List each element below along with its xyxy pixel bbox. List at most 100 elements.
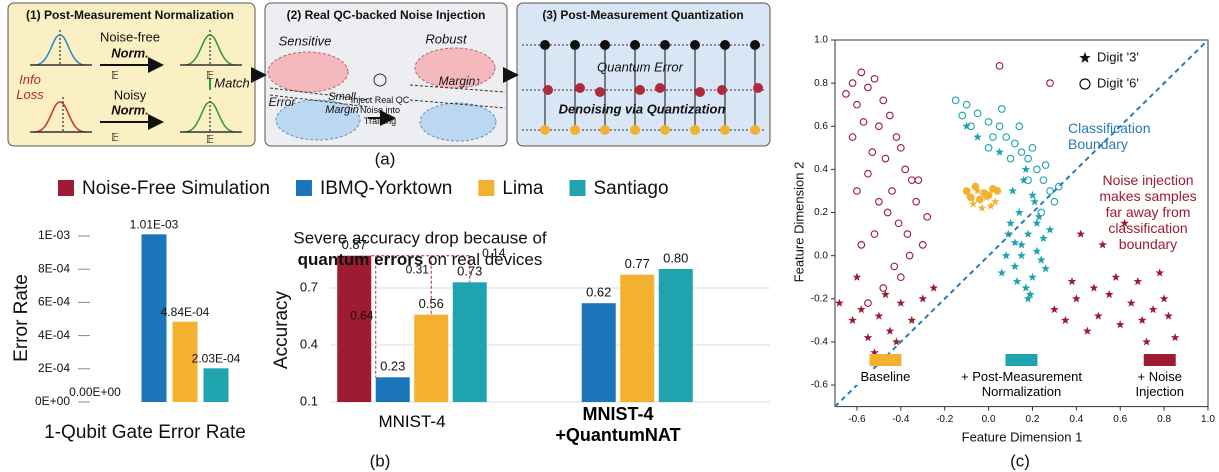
point-circle — [871, 76, 878, 83]
point-star — [1083, 327, 1092, 335]
point-star — [1006, 219, 1015, 227]
y-tick-label: 0E+00 — [35, 394, 70, 408]
point-circle — [1025, 155, 1032, 162]
bar — [337, 256, 371, 402]
point-circle — [884, 209, 891, 216]
point-circle — [876, 198, 883, 205]
point-circle — [990, 134, 997, 141]
point-circle — [1007, 155, 1014, 162]
point-circle — [895, 220, 902, 227]
diagram-label: Inject Real QC Noise into Training — [345, 95, 415, 126]
boundary-label: Classification Boundary — [1068, 120, 1158, 152]
y-tick-label: 0.8 — [814, 78, 828, 89]
point-circle — [908, 177, 915, 184]
legend-swatch — [296, 180, 312, 196]
point-star — [1138, 316, 1147, 324]
point-circle — [996, 63, 1003, 70]
point-star — [1024, 230, 1033, 238]
legend-label: + Post-Measurement Normalization — [934, 370, 1109, 400]
point-circle — [985, 145, 992, 152]
point-circle — [854, 188, 861, 195]
point-star — [1116, 320, 1125, 328]
point-star — [930, 284, 939, 292]
point-star — [1017, 251, 1026, 259]
point-star — [1127, 299, 1136, 307]
point-star — [1077, 230, 1086, 238]
annotation: Severe accuracy drop because of — [293, 228, 547, 247]
y-tick-label: 6E-04 — [38, 295, 70, 309]
panel-title: (1) Post-Measurement Normalization — [26, 8, 234, 22]
bar — [582, 303, 616, 402]
point-star — [886, 327, 895, 335]
point-circle — [849, 134, 856, 141]
legend-swatch — [1006, 354, 1038, 366]
legend-swatch — [869, 354, 901, 366]
point-star — [995, 148, 1004, 156]
y-tick-label: 2E-04 — [38, 361, 70, 375]
point-circle — [1042, 162, 1049, 169]
point-star — [897, 299, 906, 307]
point-star — [998, 268, 1007, 276]
point-circle — [849, 80, 856, 87]
legend-label: Baseline — [840, 370, 930, 385]
panel-title: (3) Post-Measurement Quantization — [542, 8, 743, 22]
bar — [414, 315, 448, 402]
point-star — [1072, 294, 1081, 302]
value-label: 4.84E-04 — [161, 305, 210, 319]
y-tick-label: 0.4 — [814, 164, 828, 175]
diagram-label: Sensitive — [279, 33, 332, 48]
legend-label: Noise-Free Simulation — [82, 178, 270, 199]
point-star — [1028, 273, 1037, 281]
point-circle — [919, 242, 926, 249]
legend-swatch — [58, 180, 74, 196]
diagram-label: Norm. — [111, 45, 149, 60]
point-circle — [915, 177, 922, 184]
point-circle — [891, 263, 898, 270]
figure: (1) Post-Measurement Normalization(2) Re… — [0, 0, 1219, 472]
y-axis-title: Error Rate — [11, 274, 32, 362]
point-star — [1011, 238, 1020, 246]
point-circle — [869, 149, 876, 156]
bar — [453, 282, 487, 402]
point-star — [1090, 284, 1099, 292]
point-circle — [952, 97, 959, 104]
y-tick-label: 0.0 — [814, 250, 828, 261]
x-tick-label: MNIST-4 +QuantumNAT — [528, 404, 708, 445]
y-tick-label: 0.6 — [814, 121, 828, 132]
point-circle — [994, 188, 1001, 195]
y-tick-label: 4E-04 — [38, 328, 70, 342]
panel-box — [517, 3, 770, 146]
point-star — [1094, 312, 1103, 320]
point-circle — [998, 106, 1005, 113]
point-star — [1022, 165, 1031, 173]
point-star — [1142, 337, 1151, 345]
point-star — [1013, 277, 1022, 285]
x-tick-label: -0.2 — [936, 414, 954, 425]
point-circle — [858, 69, 865, 76]
point-star — [1033, 247, 1042, 255]
point-circle — [865, 84, 872, 91]
annotation-bold: quantum errors — [298, 250, 424, 269]
legend-label: Digit '6' — [1097, 75, 1139, 90]
point-star — [1028, 191, 1037, 199]
diagram-label: Quantum Error — [597, 59, 684, 74]
legend-marker — [1080, 79, 1090, 89]
point-circle — [963, 101, 970, 108]
legend-label: Digit '3' — [1097, 49, 1139, 64]
point-star — [1046, 225, 1055, 233]
legend-label: IBMQ-Yorktown — [320, 178, 452, 199]
point-star — [978, 204, 987, 212]
x-tick-label: 0.6 — [1113, 414, 1127, 425]
diagram-label: Margin↑ — [439, 74, 482, 88]
point-circle — [871, 231, 878, 238]
point-circle — [996, 123, 1003, 130]
y-tick-label: -0.6 — [811, 380, 829, 391]
point-circle — [1029, 145, 1036, 152]
x-tick-label: -0.4 — [892, 414, 910, 425]
point-star — [1061, 316, 1070, 324]
x-tick-label: 0.0 — [982, 414, 996, 425]
point-circle — [843, 91, 850, 98]
value-label: 0.00E+00 — [69, 385, 121, 399]
expectation-symbol: 𝔼 — [111, 70, 119, 82]
point-star — [1011, 262, 1020, 270]
